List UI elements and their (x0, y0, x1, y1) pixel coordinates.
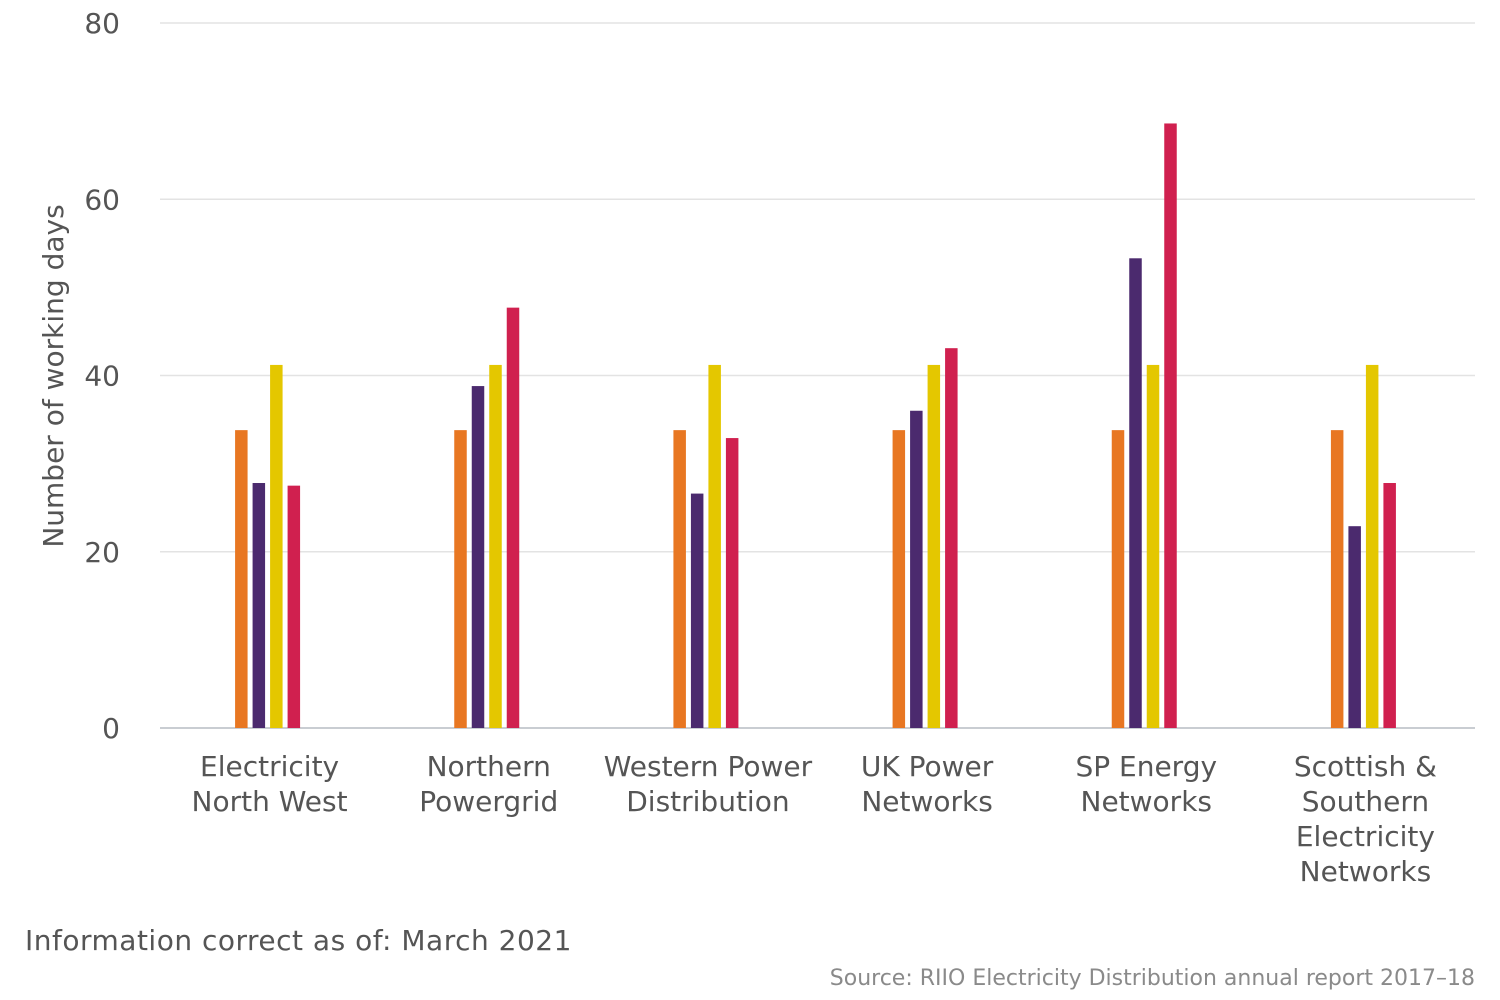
x-tick-label: Scottish & Southern Electricity Networks (1294, 750, 1437, 888)
bar (1129, 258, 1142, 728)
bar (673, 430, 686, 728)
bar (287, 485, 301, 728)
bar (927, 364, 941, 728)
bar (1111, 430, 1125, 728)
bar (910, 410, 923, 728)
bar (725, 438, 739, 728)
x-tick-label: Western Power Distribution (604, 750, 813, 818)
bar (690, 493, 704, 728)
y-tick-label: 20 (84, 536, 120, 569)
y-axis-title: Number of working days (37, 204, 70, 547)
bar (454, 430, 467, 728)
bar (1365, 364, 1379, 728)
bar (1330, 430, 1344, 728)
bar (270, 364, 283, 728)
bar (506, 307, 520, 728)
y-tick-label: 80 (84, 7, 120, 40)
bar (708, 364, 721, 728)
bar (1348, 526, 1361, 728)
bar (489, 364, 502, 728)
bar (1383, 483, 1396, 728)
bar (252, 483, 266, 728)
bar (471, 386, 485, 728)
y-tick-label: 60 (84, 183, 120, 216)
bar-chart: 0 20 40 60 80 Number of working days Electrici… (37, 7, 1475, 888)
bar (892, 430, 906, 728)
x-tick-label: UK Power Networks (861, 750, 994, 818)
footnote: Information correct as of: March 2021 (25, 924, 572, 957)
y-tick-label: 0 (102, 712, 120, 745)
y-tick-label: 40 (84, 360, 120, 393)
x-tick-label: Northern Powergrid (419, 750, 558, 818)
bar (1146, 364, 1160, 728)
bar (1164, 123, 1177, 728)
source-note: Source: RIIO Electricity Distribution an… (829, 966, 1475, 991)
bar (945, 348, 958, 728)
x-tick-label: SP Energy Networks (1075, 750, 1217, 818)
bar (235, 430, 248, 728)
x-tick-label: Electricity North West (192, 750, 348, 818)
